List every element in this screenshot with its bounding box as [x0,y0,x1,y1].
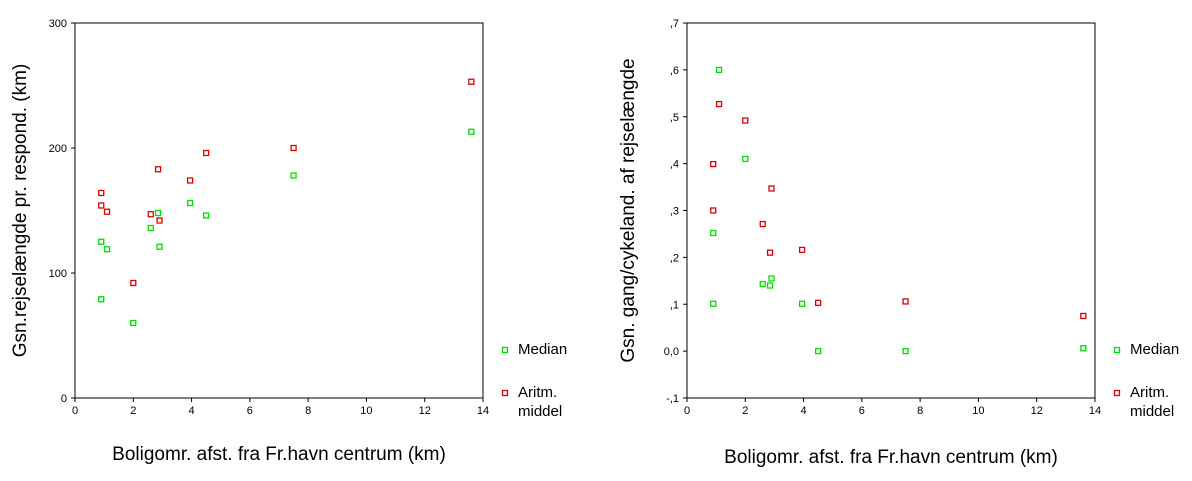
data-point-median [710,229,717,237]
x-tick-label: 6 [859,405,865,417]
x-axis-label: Boligomr. afst. fra Fr.havn centrum (km) [112,444,446,465]
y-tick-label: 200 [49,143,67,155]
y-tick-label: ,5 [670,112,679,124]
legend-label: Median [1130,341,1179,358]
y-tick-label: ,2 [670,252,679,264]
x-tick-label: 8 [305,405,311,417]
data-point-mean [759,220,766,228]
legend-marker-mean [1113,389,1121,397]
x-tick-label: 12 [419,405,431,417]
y-tick-label: 100 [49,268,67,280]
data-point-mean [798,246,806,254]
legend-marker-median [501,346,509,354]
x-tick-label: 0 [684,405,690,417]
x-tick-label: 10 [972,405,984,417]
data-point-mean [130,279,137,287]
x-tick-label: 12 [1031,405,1043,417]
data-point-median [154,209,162,217]
x-tick-label: 14 [477,405,489,417]
data-point-median [98,296,105,303]
x-tick-label: 2 [742,405,748,417]
data-point-median [814,347,822,355]
data-point-median [202,212,210,219]
data-point-median [798,300,806,307]
y-tick-label: -,1 [666,393,679,405]
x-tick-label: 2 [130,405,136,417]
x-tick-label: 14 [1089,405,1101,417]
data-point-median [156,243,163,250]
data-point-median [290,172,297,179]
y-axis-label: Gsn. gang/cykeland. af rejselængde [618,58,639,362]
data-point-mean [468,78,475,85]
y-tick-label: ,1 [670,299,679,311]
data-point-median [759,280,766,288]
data-point-median [766,282,774,289]
data-point-mean [1080,312,1087,320]
data-point-mean [814,299,822,306]
legend-label: Aritm. [518,384,557,401]
data-point-mean [186,177,194,184]
x-tick-label: 8 [917,405,923,417]
y-tick-label: 300 [49,18,67,30]
legend-label: Aritm. [1130,384,1169,401]
x-tick-label: 0 [72,405,78,417]
legend-marker-median [1113,346,1121,354]
data-point-median [742,155,749,163]
data-point-median [103,246,111,253]
legend-label: middel [518,403,562,420]
chart-1: 0 2 4 6 8 10 12 14 0 100 200 300 Gsn.rejselængde pr.… [10,18,567,465]
y-tick-label: ,6 [670,65,679,77]
x-tick-label: 4 [801,405,807,417]
data-point-mean [742,117,749,124]
data-point-median [715,66,723,74]
data-point-mean [202,149,210,157]
data-point-median [710,300,717,307]
data-point-mean [902,298,909,305]
data-point-mean [103,208,111,215]
data-point-mean [710,160,717,168]
data-point-median [186,199,194,207]
y-tick-label: ,3 [670,206,679,218]
data-point-mean [98,202,105,209]
legend-label: Median [518,341,567,358]
legend-label: middel [1130,403,1174,420]
data-point-median [1080,345,1087,352]
data-point-median [902,347,909,355]
data-point-mean [290,144,297,152]
y-tick-label: ,7 [670,18,679,30]
data-point-median [768,275,775,282]
plot-frame [74,22,484,399]
data-point-mean [768,185,775,192]
y-tick-label: 0 [61,393,67,405]
legend-marker-mean [501,389,509,397]
data-point-mean [156,217,163,224]
data-point-median [130,319,137,327]
data-point-median [468,128,475,135]
x-axis-label: Boligomr. afst. fra Fr.havn centrum (km) [724,447,1058,468]
data-point-mean [710,207,717,214]
x-tick-label: 4 [189,405,195,417]
plot-frame [686,22,1096,399]
data-point-mean [154,166,162,173]
y-tick-label: ,4 [670,159,679,171]
data-point-mean [147,211,154,218]
data-point-mean [715,100,723,108]
y-axis-label: Gsn.rejselængde pr. respond. (km) [10,64,31,358]
data-point-median [147,224,154,232]
data-point-median [98,238,105,245]
x-tick-label: 6 [247,405,253,417]
x-tick-label: 10 [360,405,372,417]
y-tick-label: 0,0 [664,346,679,358]
data-point-mean [98,189,105,197]
chart-2: 0 2 4 6 8 10 12 14 -,1 0,0 ,1 ,2 ,3 ,4 ,5 ,6 ,7 Gsn. gang… [618,18,1179,468]
data-point-mean [766,249,774,256]
